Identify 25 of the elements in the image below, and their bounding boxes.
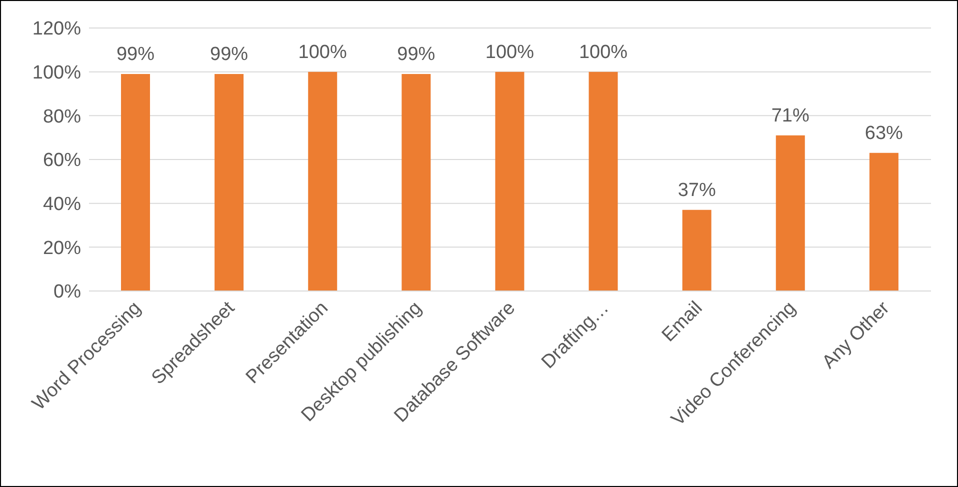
y-tick-label: 0%: [54, 282, 82, 303]
data-label: 63%: [864, 122, 904, 144]
y-tick-label: 60%: [42, 150, 82, 172]
bar: [214, 74, 244, 291]
bar: [776, 135, 805, 291]
y-tick-label: 40%: [42, 194, 82, 216]
data-label: 99%: [210, 44, 248, 66]
bar: [869, 152, 898, 291]
data-label: 37%: [678, 180, 716, 201]
y-tick-label: 80%: [42, 106, 82, 128]
data-label: 100%: [298, 42, 348, 63]
data-label: 99%: [116, 44, 155, 66]
data-label: 100%: [578, 42, 628, 63]
y-tick-label: 120%: [32, 18, 82, 40]
data-label: 99%: [397, 44, 436, 66]
y-tick-label: 20%: [42, 238, 82, 259]
bar: [121, 74, 150, 291]
bar: [682, 210, 712, 291]
bar: [495, 72, 524, 291]
data-label: 71%: [771, 105, 810, 126]
bar: [308, 72, 338, 291]
y-tick-label: 100%: [32, 62, 82, 84]
data-label: 100%: [485, 42, 534, 63]
bar: [588, 72, 618, 291]
bar: [402, 74, 431, 291]
